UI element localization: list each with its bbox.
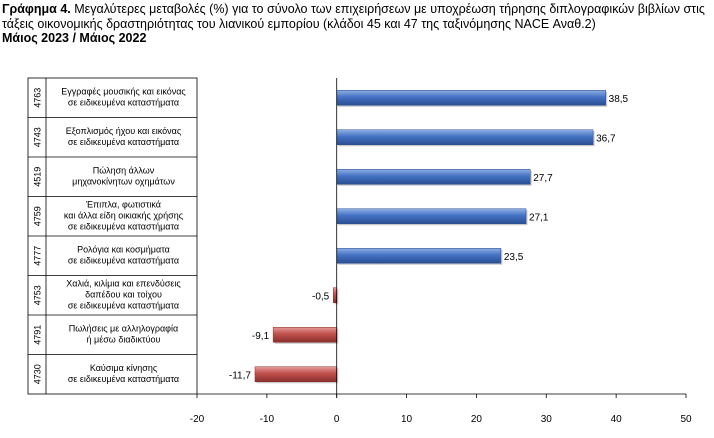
category-label-line: δαπέδου και τοίχου [85, 290, 162, 300]
category-label-line: Χαλιά, κιλίμια και επενδύσεις [66, 279, 181, 289]
data-label: -0,5 [312, 291, 330, 302]
category-label-line: Καύσιμα κίνησης [90, 363, 158, 373]
category-label-line: σε ειδικευμένα καταστήματα [68, 98, 179, 108]
data-label: 23,5 [504, 252, 524, 263]
category-label: Ρολόγια και κοσμήματα σε ειδικευμένα κατα… [68, 245, 179, 266]
data-label: -9,1 [252, 331, 270, 342]
bar [336, 208, 527, 224]
data-label: 38,5 [609, 94, 629, 105]
x-tick-label: 10 [401, 414, 413, 425]
category-label: Εγγραφές μουσικής και εικόνας σε ειδικευμ… [61, 87, 186, 108]
category-label-line: Ρολόγια και κοσμήματα [77, 245, 170, 255]
bar [336, 248, 502, 264]
x-tick-label: 20 [471, 414, 483, 425]
x-axis: -20 -10 0 10 20 30 40 50 [190, 78, 692, 425]
bar [332, 287, 337, 303]
data-label: 27,7 [533, 173, 553, 184]
x-tick-label: -20 [190, 414, 205, 425]
category-code: 4743 [32, 127, 42, 147]
category-label: Εξοπλισμός ήχου και εικόνας σε ειδικευμέν… [66, 126, 182, 147]
category-label-line: σε ειδικευμένα καταστήματα [68, 301, 179, 311]
x-tick-label: 40 [611, 414, 623, 425]
x-tick-label: 0 [334, 414, 340, 425]
category-label: Έπιπλα, φωτιστικά και άλλα είδη οικιακής … [64, 200, 184, 232]
data-label: 36,7 [596, 133, 616, 144]
figure-title-text: Μεγαλύτερες μεταβολές (%) για το σύνολο … [2, 2, 705, 31]
category-code: 4791 [32, 325, 42, 345]
category-code: 4777 [32, 246, 42, 266]
category-label: Καύσιμα κίνησης σε ειδικευμένα καταστήματ… [68, 363, 179, 384]
x-tick-label: 30 [541, 414, 553, 425]
x-tick-label: 50 [680, 414, 692, 425]
category-code: 4759 [32, 206, 42, 226]
category-label-line: ή μέσω διαδικτύου [87, 335, 161, 345]
category-label-line: σε ειδικευμένα καταστήματα [68, 256, 179, 266]
data-label: -11,7 [229, 370, 251, 381]
x-tick-label: -10 [260, 414, 275, 425]
category-label-line: Εξοπλισμός ήχου και εικόνας [66, 126, 182, 136]
category-code: 4763 [32, 88, 42, 108]
category-label-line: και άλλα είδη οικιακής χρήσης [64, 211, 184, 221]
category-label-line: Πωλήσεις με αλληλογραφία [69, 324, 178, 334]
category-label: Πωλήσεις με αλληλογραφία ή μέσω διαδικτύο… [69, 324, 178, 345]
bar [272, 327, 337, 343]
category-code: 4730 [32, 364, 42, 384]
category-label-line: μηχανοκίνητων οχημάτων [72, 177, 175, 187]
category-label-line: Εγγραφές μουσικής και εικόνας [61, 87, 186, 97]
bars: 38,5 36,7 27,7 27,1 23,5 -0,5 -9,1 -11,7 [229, 90, 629, 384]
bar [254, 366, 337, 382]
category-label-line: Πώληση άλλων [93, 166, 155, 176]
bar [336, 90, 606, 106]
category-label-line: Έπιπλα, φωτιστικά [85, 200, 161, 210]
category-label-line: σε ειδικευμένα καταστήματα [68, 137, 179, 147]
chart-subtitle: Μάιος 2023 / Μάιος 2022 [2, 31, 147, 45]
chart-title: Γράφημα 4. Μεγαλύτερες μεταβολές (%) για… [2, 2, 710, 46]
category-panel: 4763 Εγγραφές μουσικής και εικόνας σε ειδι… [27, 77, 198, 395]
category-code: 4519 [32, 167, 42, 187]
category-label: Πώληση άλλων μηχανοκίνητων οχημάτων [72, 166, 175, 187]
bar [336, 169, 531, 185]
category-label: Χαλιά, κιλίμια και επενδύσεις δαπέδου και… [66, 279, 181, 311]
bar [336, 129, 594, 145]
category-code: 4753 [32, 285, 42, 305]
category-label-line: σε ειδικευμένα καταστήματα [68, 222, 179, 232]
figure-label: Γράφημα 4. [2, 2, 71, 16]
category-label-line: σε ειδικευμένα καταστήματα [68, 374, 179, 384]
data-label: 27,1 [529, 212, 549, 223]
